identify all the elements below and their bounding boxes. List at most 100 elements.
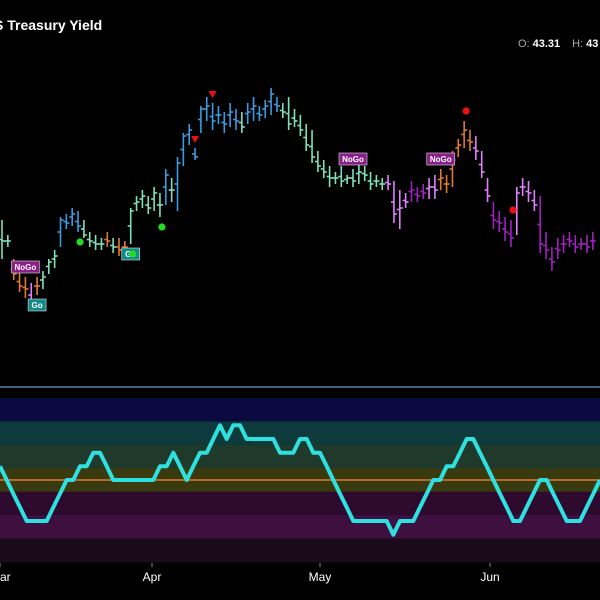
price-bar [543,232,550,259]
price-bar [297,115,304,136]
price-bar [332,172,339,184]
oscillator-line [0,423,600,537]
nogo-triangle [191,136,200,143]
price-bar [227,103,234,127]
price-bar [156,193,163,217]
price-bar [408,181,415,202]
price-bar [572,235,579,253]
tag-label: NoGo [15,263,37,272]
price-bar [268,88,275,115]
price-bar [519,178,526,196]
oscillator-band [0,398,600,422]
price-bar [139,190,146,208]
price-bar [367,172,374,190]
price-bar [496,211,503,232]
price-bar [279,103,286,118]
price-bar [560,235,567,253]
price-bar [589,232,596,250]
price-bar [361,166,368,181]
price-bar [180,133,187,166]
high-key: H: [572,38,584,50]
high-value: 43 [586,38,599,50]
price-bar [221,112,228,133]
oscillator-band [0,491,600,516]
chart-title: S Treasury Yield [0,17,103,33]
price-bar [233,109,239,130]
oscillator-band [0,538,600,563]
nogo-tag: NoGo [11,260,40,274]
price-bar [437,169,444,190]
price-bar [537,196,544,253]
nogo-dot [462,107,470,115]
price-bar [80,220,87,238]
tag-box [338,152,368,166]
price-bar [22,277,29,298]
price-bar [116,238,122,256]
price-bar [455,139,462,157]
price-bar [57,217,64,247]
x-tick-label: ar [0,570,11,584]
price-bar [215,106,222,124]
signal-markers: NoGoGoGoNoGoNoGo [11,91,517,312]
price-bar [390,181,397,223]
price-bar [396,190,403,229]
ohlc-readout: O: 43.31 H: 43 [518,38,600,50]
price-bar [414,187,421,202]
price-bar [186,124,193,145]
price-bar [578,238,585,250]
price-bar [525,181,532,202]
price-bar [63,214,70,229]
price-bar [133,196,140,211]
price-bar [256,106,263,121]
price-bar [34,277,41,295]
price-bar [0,220,5,259]
price-bar [250,97,257,121]
tag-box [11,260,40,274]
price-bar [484,178,491,202]
price-bars [0,88,596,307]
x-tick-label: May [309,570,332,584]
price-bar [168,178,175,202]
tag-box [27,298,47,312]
go-dot [158,223,166,231]
price-bar [285,97,292,130]
price-bar [197,106,204,133]
price-bar [420,184,427,199]
price-bar [86,232,93,247]
x-tick-label: Jun [480,570,499,584]
price-bar [472,136,479,160]
price-bar [478,151,485,178]
price-bar [291,109,298,127]
nogo-dot [509,206,517,214]
price-bar [490,202,497,229]
price-bar [16,271,23,292]
price-bar [314,151,321,172]
price-bar [92,235,99,250]
price-bar [309,130,316,163]
tag-label: NoGo [342,155,364,164]
tag-label: Go [32,301,43,310]
go-dot [129,250,137,258]
price-bar [98,238,105,250]
price-bar [75,211,82,232]
nogo-tag: NoGo [426,152,456,166]
price-bar [566,232,573,247]
oscillator-panel [0,423,600,537]
price-bar [507,220,514,247]
price-bar [443,175,450,193]
price-bar [350,169,356,187]
price-bar [461,121,468,148]
nogo-tag: NoGo [338,152,368,166]
x-tick-label: Apr [143,570,162,584]
x-axis: ar Apr May Jun [0,563,500,584]
price-bar [151,187,158,211]
price-bar [303,124,310,151]
oscillator-bands [0,386,600,563]
tag-label: NoGo [430,155,452,164]
price-bar [4,235,11,247]
price-bar [373,175,380,187]
price-bar [273,97,280,112]
price-bar [320,160,327,178]
price-bar [379,178,386,190]
